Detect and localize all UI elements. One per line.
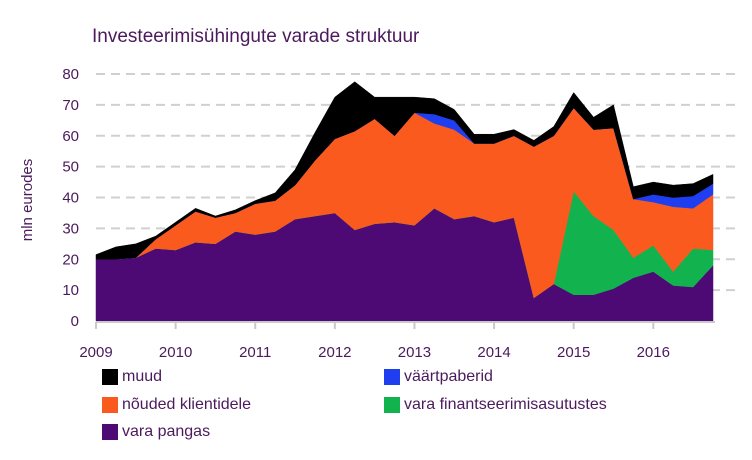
legend-swatch-nouded: [102, 397, 118, 413]
y-axis-label: mln eurodes: [19, 159, 36, 242]
legend-label-pangas: vara pangas: [122, 423, 211, 440]
legend-item-nouded: nõuded klientidele: [102, 396, 251, 414]
legend-swatch-pangas: [102, 424, 118, 440]
chart-title: Investeerimisühingute varade struktuur: [92, 26, 420, 47]
legend-label-finants: vara finantseerimisasutustes: [404, 396, 607, 413]
x-tick-label-2016: 2016: [637, 344, 670, 361]
y-tick-label-0: 0: [71, 313, 79, 330]
x-tick-label-2009: 2009: [79, 344, 112, 361]
x-tick-label-2011: 2011: [239, 344, 271, 361]
x-tick-label-2012: 2012: [318, 344, 351, 361]
y-tick-label-50: 50: [62, 159, 79, 176]
x-tick-label-2010: 2010: [159, 344, 192, 361]
y-tick-label-80: 80: [62, 66, 79, 83]
y-tick-label-30: 30: [62, 220, 79, 237]
legend-label-muud: muud: [122, 368, 163, 385]
legend-label-nouded: nõuded klientidele: [122, 396, 251, 413]
y-tick-label-20: 20: [62, 251, 79, 268]
area-muud: [95, 81, 714, 260]
x-tick-label-2013: 2013: [398, 344, 431, 361]
legend-swatch-muud: [102, 369, 118, 385]
x-axis: [95, 321, 715, 329]
legend-item-muud: muud: [102, 368, 162, 386]
x-tick-label-2014: 2014: [477, 344, 510, 361]
legend-item-vaartpaberid: väärtpaberid: [384, 368, 493, 386]
legend-item-finants: vara finantseerimisasutustes: [384, 396, 607, 414]
y-tick-label-60: 60: [62, 128, 79, 145]
legend-swatch-vaartpaberid: [384, 369, 400, 385]
legend-item-pangas: vara pangas: [102, 423, 210, 441]
x-tick-label-2015: 2015: [557, 344, 590, 361]
y-tick-labels: 0 10 20 30 40 50 60 70 80: [62, 66, 79, 330]
x-tick-labels: 2009 2010 2011 2012 2013 2014 2015 2016: [79, 344, 670, 361]
y-tick-label-10: 10: [62, 282, 79, 299]
y-tick-label-40: 40: [62, 190, 79, 207]
area-series: [95, 81, 714, 322]
legend-swatch-finants: [384, 397, 400, 413]
y-tick-label-70: 70: [62, 97, 79, 114]
legend-label-vaartpaberid: väärtpaberid: [404, 368, 493, 385]
